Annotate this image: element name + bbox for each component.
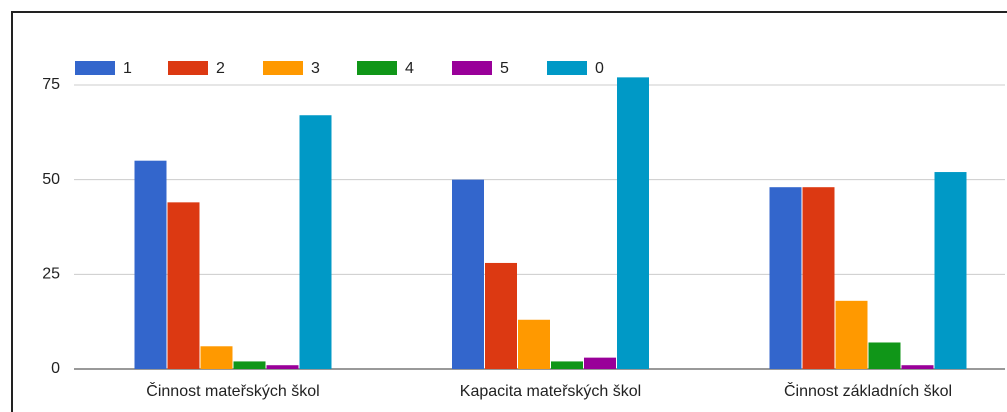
bar xyxy=(617,77,649,370)
bar xyxy=(802,187,835,369)
legend-swatch xyxy=(263,61,303,75)
bar xyxy=(485,262,517,369)
bar xyxy=(835,300,868,369)
bar xyxy=(200,346,233,369)
legend-label: 3 xyxy=(311,60,320,77)
bar xyxy=(266,365,299,369)
bar xyxy=(167,202,200,369)
legend-label: 1 xyxy=(123,60,132,77)
bar xyxy=(233,361,266,369)
bar xyxy=(868,342,901,369)
legend-label: 0 xyxy=(595,60,604,77)
legend-swatch xyxy=(75,61,115,75)
x-tick-label: Kapacita mateřských škol xyxy=(460,383,641,400)
legend-swatch xyxy=(168,61,208,75)
bar xyxy=(934,172,967,369)
bar xyxy=(769,187,802,369)
legend-label: 2 xyxy=(216,60,225,77)
y-tick-label: 25 xyxy=(42,266,60,283)
bar xyxy=(134,160,167,369)
bar xyxy=(518,319,550,369)
legend-swatch xyxy=(547,61,587,75)
x-tick-label: Činnost základních škol xyxy=(784,381,952,400)
legend-swatch xyxy=(357,61,397,75)
bar xyxy=(299,115,332,369)
legend-swatch xyxy=(452,61,492,75)
bar xyxy=(901,365,934,369)
x-tick-label: Činnost mateřských škol xyxy=(146,381,319,400)
legend-label: 5 xyxy=(500,60,509,77)
bar xyxy=(584,357,616,369)
legend-label: 4 xyxy=(405,60,414,77)
y-tick-label: 75 xyxy=(42,76,60,93)
y-tick-label: 0 xyxy=(51,360,60,377)
bar xyxy=(452,179,484,369)
bar xyxy=(551,361,583,369)
y-tick-label: 50 xyxy=(42,171,60,188)
